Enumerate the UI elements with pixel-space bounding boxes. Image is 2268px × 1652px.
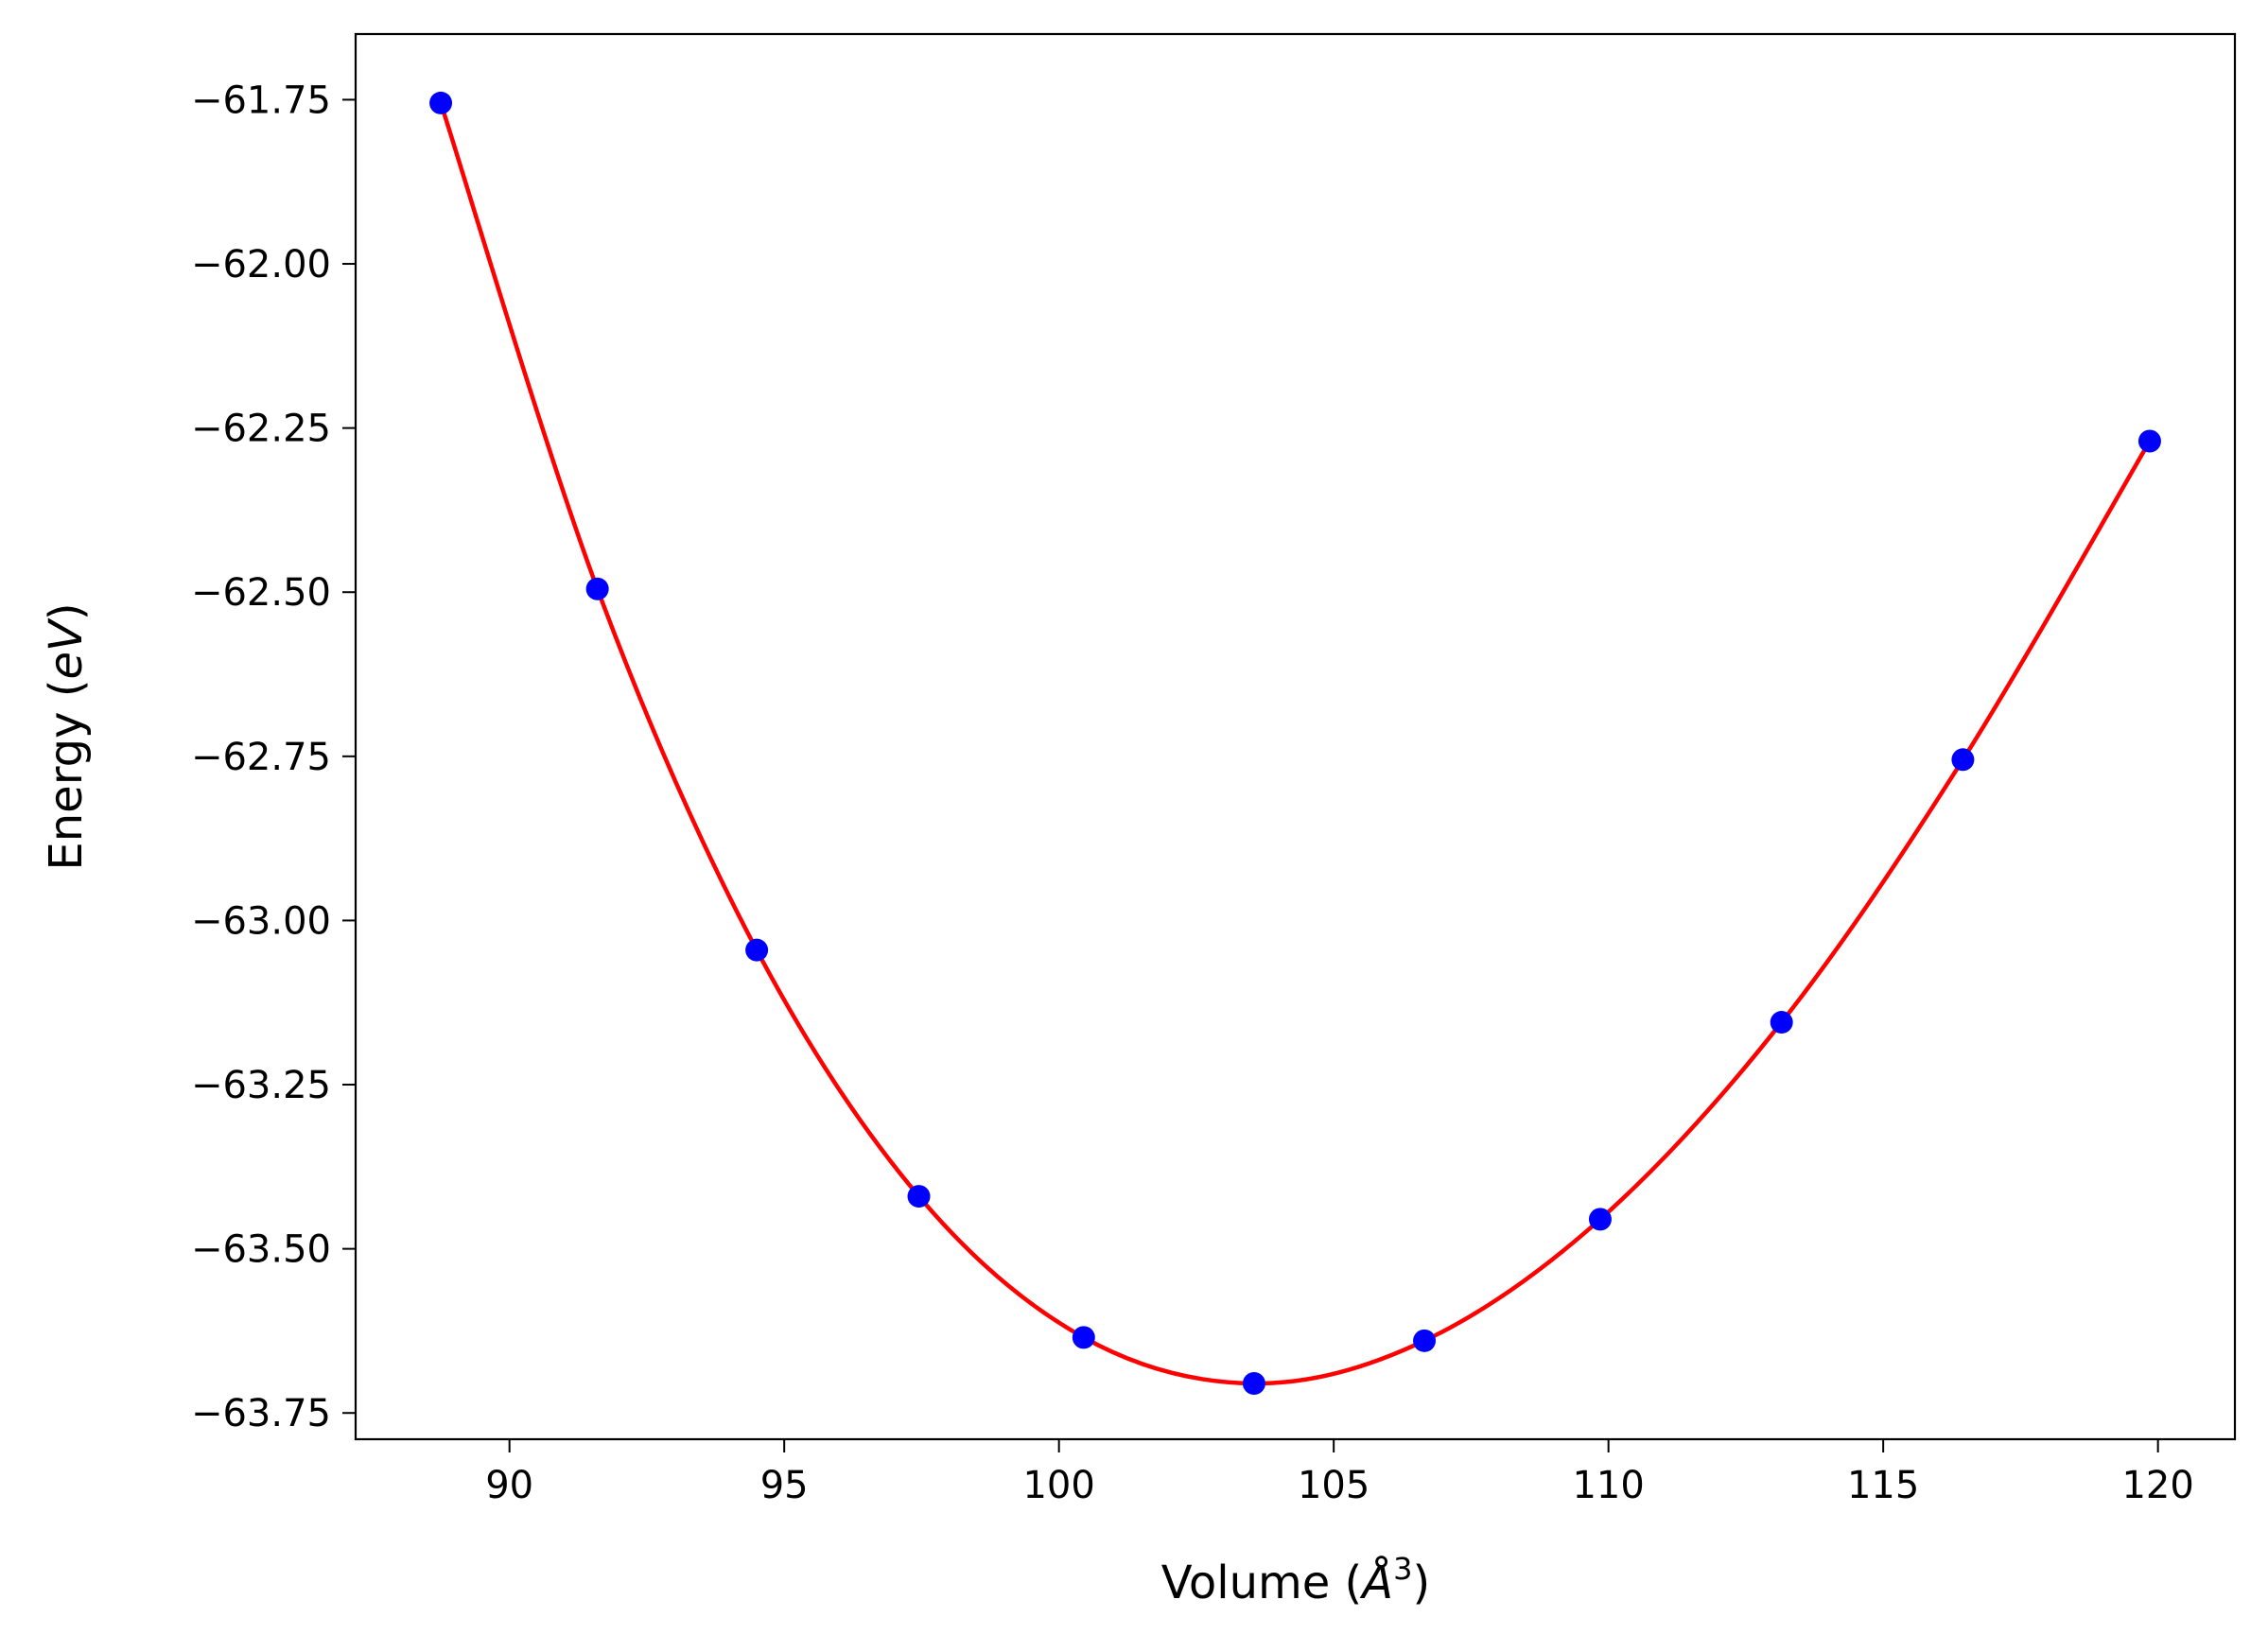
plot-area [356,34,2235,1439]
y-tick-label: −61.75 [191,78,331,122]
x-tick-label: 100 [1022,1464,1094,1507]
x-tick-label: 120 [2121,1464,2193,1507]
data-point [1951,748,1975,772]
x-axis-label-unit: Å [1359,1556,1393,1609]
data-point [1072,1326,1095,1349]
data-point [1242,1371,1265,1395]
y-axis-label-main: Energy ( [40,680,93,871]
data-point [1770,1011,1793,1035]
x-axis-label: Volume (Å3) [1161,1551,1430,1609]
data-point [1413,1329,1437,1352]
x-axis-label-main: Volume ( [1161,1556,1363,1609]
y-tick-label: −62.00 [191,243,331,287]
y-tick-label: −62.25 [191,408,331,451]
x-axis-label-close: ) [1412,1556,1430,1609]
plot-layer [429,91,2161,1395]
x-tick-label: 90 [485,1464,533,1507]
x-tick-label: 105 [1298,1464,1370,1507]
data-point [585,577,609,600]
x-tick-label: 115 [1847,1464,1919,1507]
data-point [2137,429,2161,453]
data-point [745,938,769,962]
plot-frame [354,32,2237,1441]
data-point [429,91,453,114]
y-axis-label-close: ) [40,602,93,620]
x-axis-label-power: 3 [1393,1551,1412,1587]
axes-layer: 90 95 100 105 110 115 120 −61.75 −62.00 −62.25 −62… [191,78,2194,1507]
data-point [1588,1208,1612,1231]
y-tick-label: −62.50 [191,571,331,615]
y-axis-label-unit: eV [40,617,93,680]
x-tick-label: 110 [1572,1464,1644,1507]
data-point [907,1185,931,1209]
y-tick-label: −63.50 [191,1228,331,1272]
fit-curve [438,102,2152,1386]
y-axis-label: Energy (eV) [40,602,93,870]
y-tick-label: −63.25 [191,1064,331,1107]
x-tick-label: 95 [760,1464,809,1507]
y-tick-label: −62.75 [191,736,331,779]
y-tick-label: −63.00 [191,899,331,943]
y-tick-label: −63.75 [191,1392,331,1435]
